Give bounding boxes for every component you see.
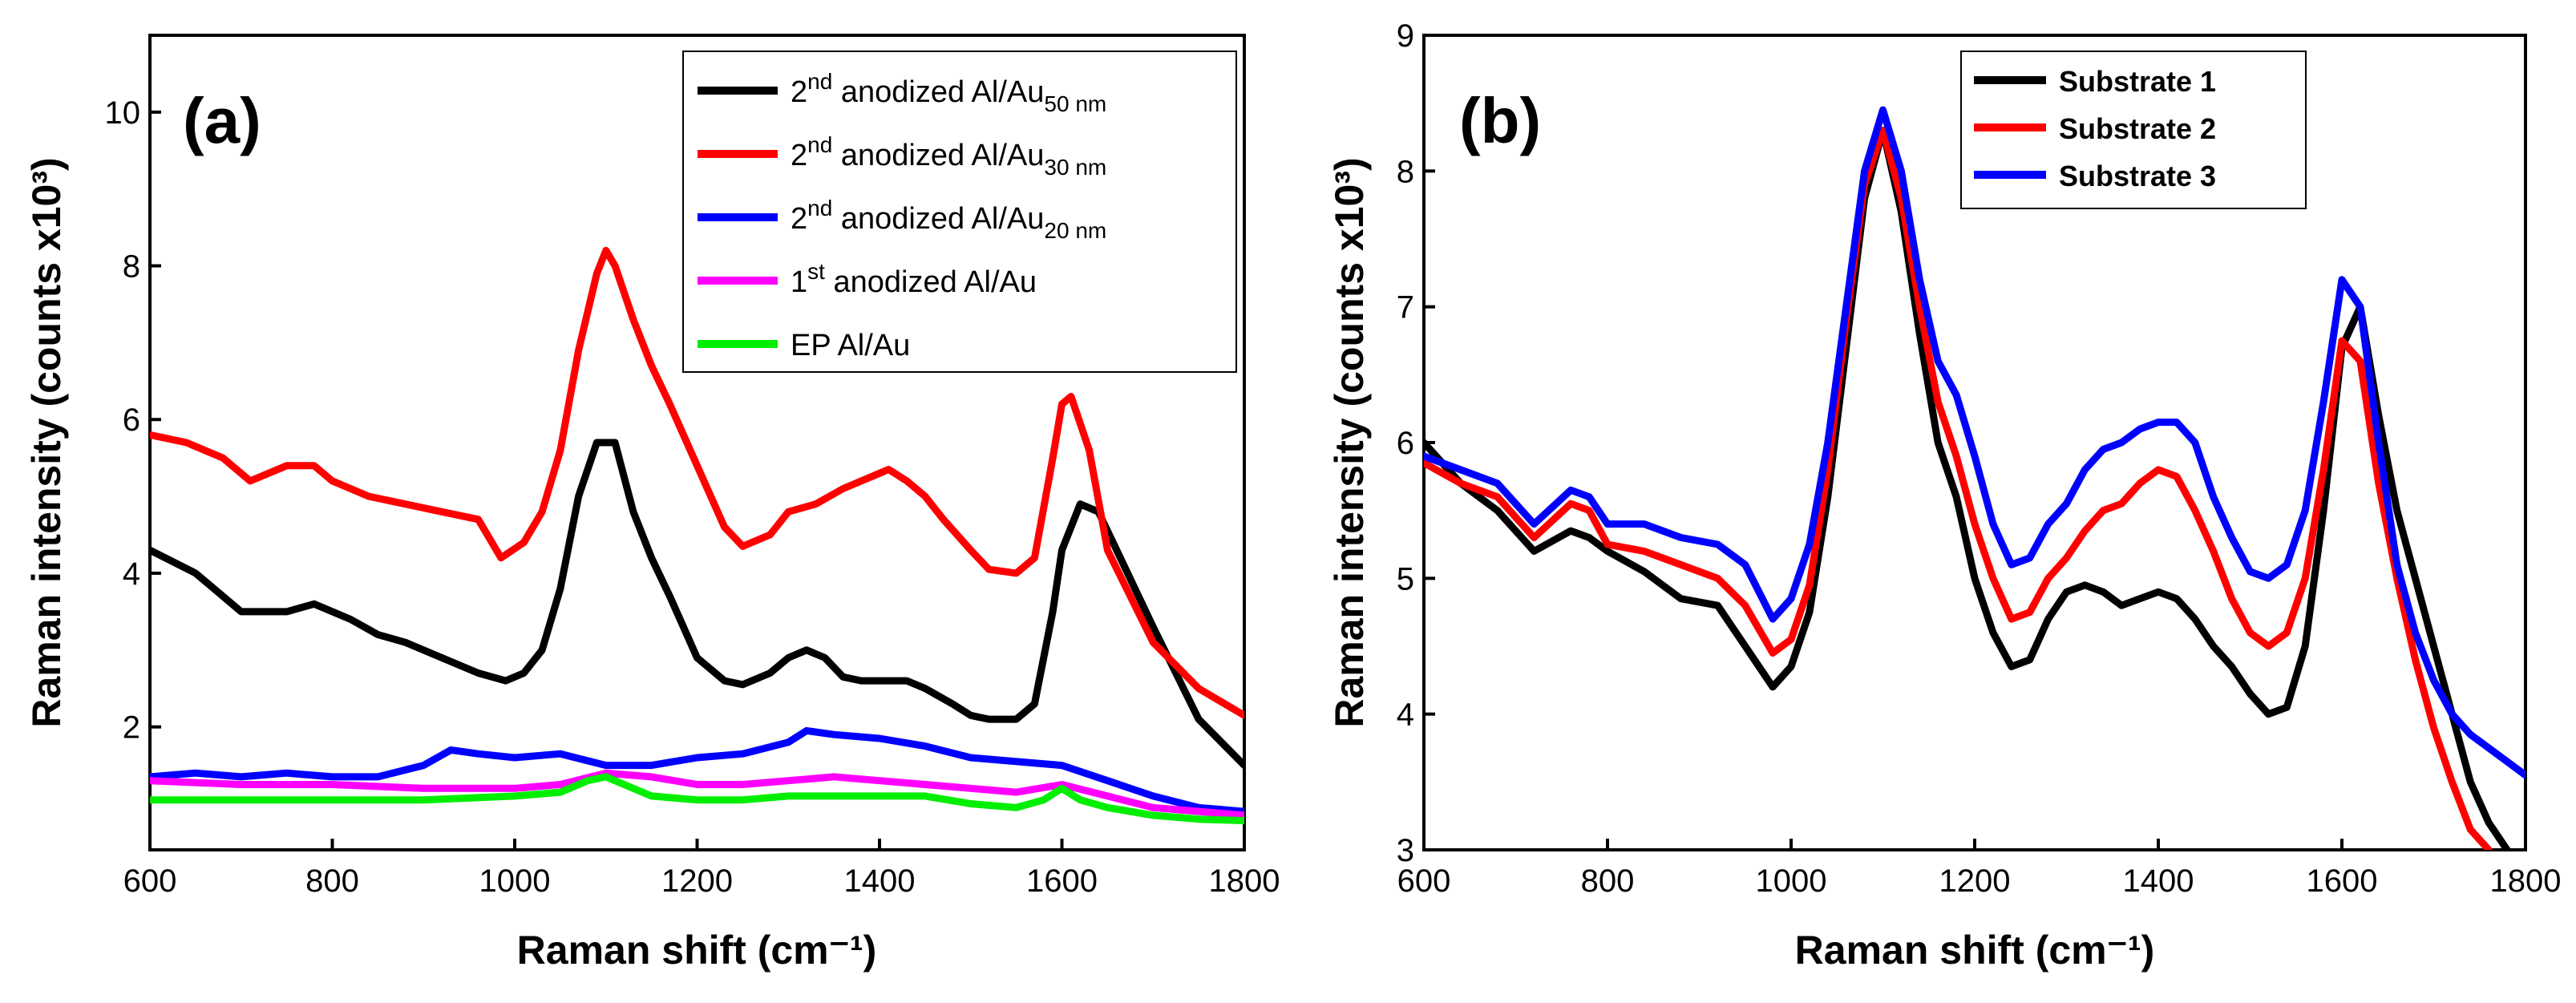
panel-a-legend-label-2: 2nd anodized Al/Au30 nm [791,132,1106,180]
panel-a-legend-label-1: 2nd anodized Al/Au50 nm [791,69,1106,116]
panel-b-series-line-2 [1424,127,2493,850]
panel-b-ticks: 600 800 1000 1200 1400 1600 1800 3 4 5 6 7 8 9 [1397,18,2562,899]
panel-b-legend: Substrate 1 Substrate 2 Substrate 3 [1960,51,2307,209]
panel-a-y-axis-title: Raman intensity (counts x10³) [24,157,69,727]
panel-a-y-tick-label: 8 [123,249,140,285]
panel-b-x-tick-label: 800 [1581,863,1635,899]
panel-a-x-tick-label: 1800 [1209,863,1280,899]
panel-a-x-axis-title: Raman shift (cm⁻¹) [517,928,877,973]
panel-a-ticks: 600 800 1000 1200 1400 1600 1800 2 4 6 8 10 [105,95,1280,899]
panel-a-series-group [150,246,1244,825]
panel-a-y-tick-label: 2 [123,710,140,746]
panel-a-x-tick-label: 1400 [844,863,916,899]
panel-b-legend-label-1: Substrate 1 [2059,65,2216,98]
panel-a-chart: 600 800 1000 1200 1400 1600 1800 2 4 6 8 10 (a) Ram… [24,34,1280,973]
panel-b-x-tick-label: 1600 [2307,863,2378,899]
panel-a-y-tick-label: 4 [123,556,140,592]
panel-a-series-line-3 [150,726,1244,815]
panel-b-y-tick-label: 6 [1397,426,1414,461]
panel-b-chart: 600 800 1000 1200 1400 1600 1800 3 4 5 6 7 8 9 (b) Ra… [1327,18,2561,973]
panel-a-x-tick-label: 1200 [661,863,733,899]
panel-b-series-line-3 [1424,106,2525,779]
panel-b-y-tick-label: 4 [1397,698,1414,733]
panel-b-y-tick-label: 5 [1397,561,1414,597]
panel-a-series-line-2 [150,246,1244,719]
panel-a-series-line-5 [150,773,1244,825]
panel-b-x-tick-label: 1200 [1939,863,2011,899]
panel-a-legend: 2nd anodized Al/Au50 nm 2nd anodized Al/A… [682,51,1237,373]
panel-a-series-line-1 [150,439,1244,770]
panel-b-legend-label-3: Substrate 3 [2059,160,2216,192]
panel-b-x-tick-label: 1400 [2123,863,2194,899]
panel-b-y-tick-label: 7 [1397,290,1414,326]
panel-b-x-tick-label: 1000 [1756,863,1827,899]
panel-a-y-tick-label: 6 [123,402,140,438]
panel-a-x-tick-label: 600 [123,863,177,899]
panel-a-series-line-4 [150,769,1244,819]
panel-a-x-tick-label: 1000 [479,863,551,899]
panel-b-y-tick-label: 3 [1397,833,1414,868]
panel-a-label: (a) [183,85,261,156]
panel-b-label: (b) [1459,85,1541,156]
panel-a-x-tick-label: 800 [305,863,359,899]
panel-a-legend-label-4: 1st anodized Al/Au [791,259,1037,299]
panel-a-legend-label-3: 2nd anodized Al/Au20 nm [791,196,1106,243]
panel-b-x-axis-title: Raman shift (cm⁻¹) [1795,928,2155,973]
panel-b-legend-label-2: Substrate 2 [2059,112,2216,145]
panel-a-legend-label-5: EP Al/Au [791,329,910,362]
panel-b-series-group [1424,106,2525,850]
panel-b-y-tick-label: 8 [1397,154,1414,189]
panel-a-x-tick-label: 1600 [1026,863,1098,899]
panel-b-series-line-1 [1424,127,2511,850]
panel-a-y-tick-label: 10 [105,95,141,131]
panel-a-legend-box [682,51,1237,373]
panel-b-y-axis-title: Raman intensity (counts x10³) [1327,157,1372,727]
panel-b-y-tick-label: 9 [1397,18,1414,54]
panel-b-x-tick-label: 600 [1397,863,1451,899]
panel-b-x-tick-label: 1800 [2490,863,2562,899]
